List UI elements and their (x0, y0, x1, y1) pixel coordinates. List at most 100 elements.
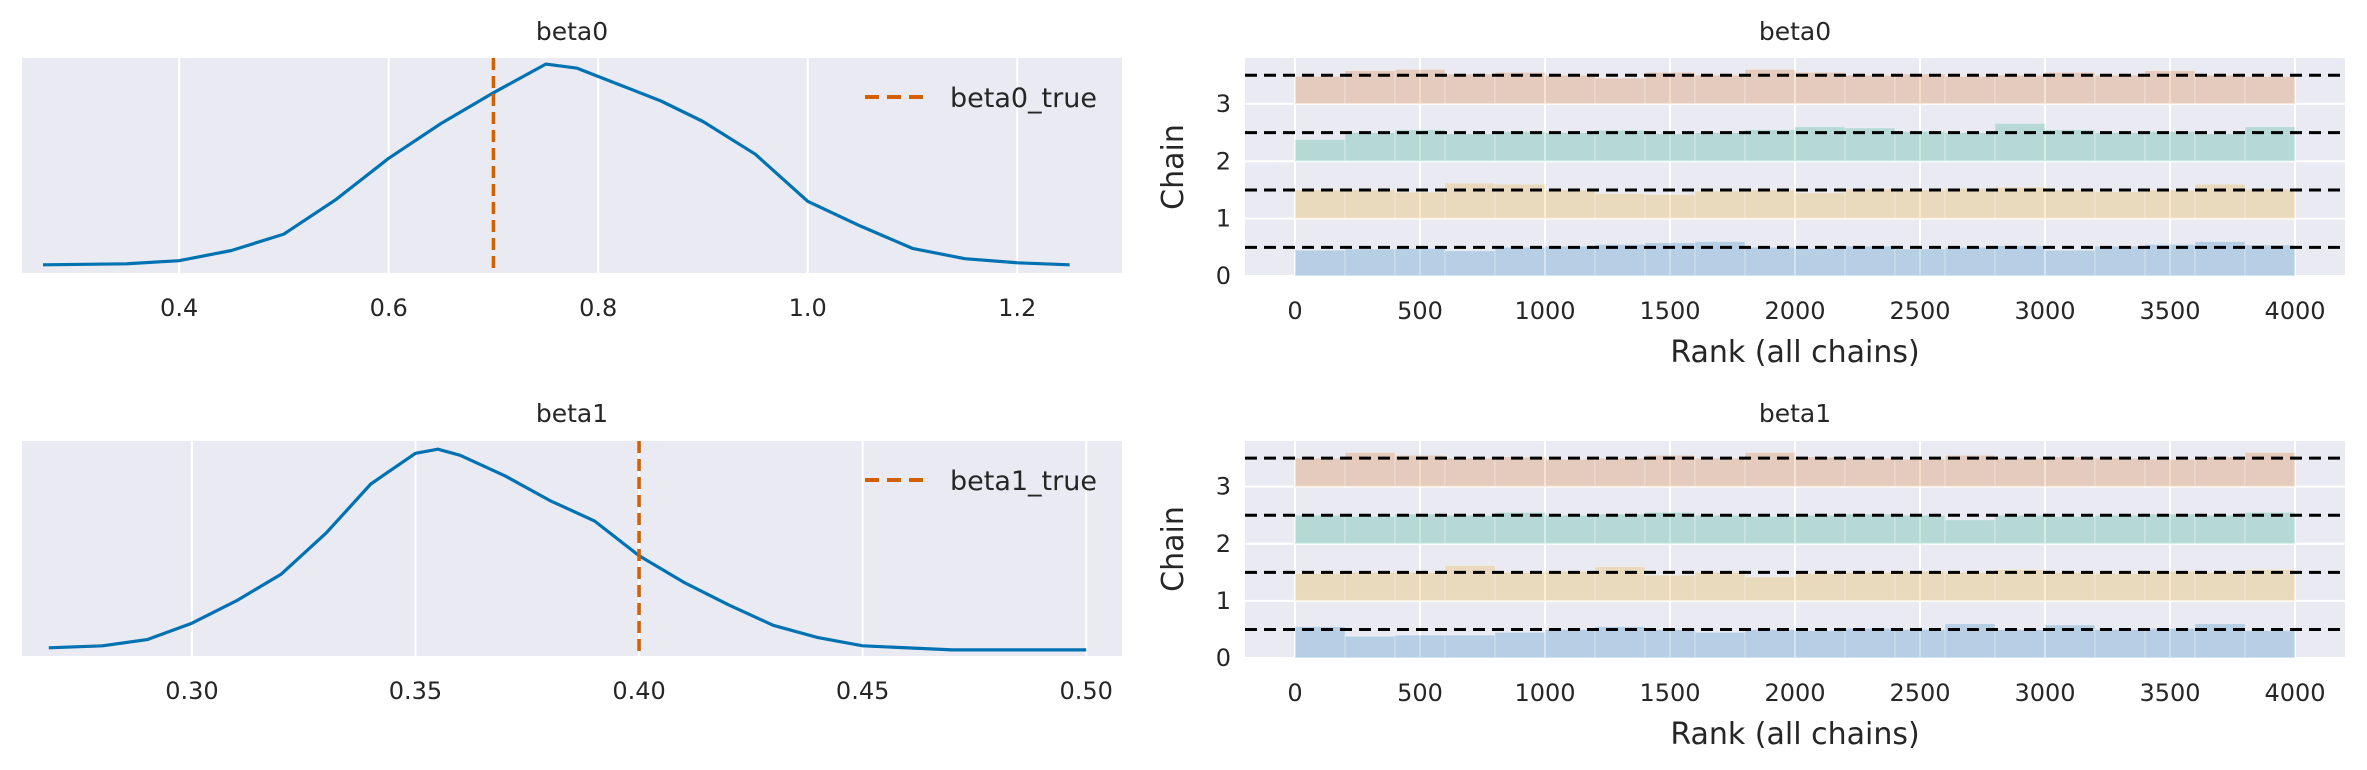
y-tick-label: 0 (1216, 644, 1231, 672)
rank-bar (1494, 246, 1546, 277)
rank-bar (1694, 631, 1746, 659)
x-tick-label: 0.35 (389, 677, 442, 705)
y-tick-label: 3 (1216, 473, 1231, 501)
x-tick-label: 2000 (1764, 297, 1825, 325)
rank-bar (1594, 513, 1646, 545)
x-tick-label: 1.2 (998, 294, 1036, 322)
rank-bar (1894, 73, 1946, 105)
rank-bar (1644, 71, 1696, 105)
rank-bar (1344, 571, 1396, 602)
rank-bar (1394, 513, 1446, 545)
rank-bar (1644, 194, 1696, 220)
rank-bar (2144, 244, 2196, 277)
rank-bar (1744, 189, 1796, 220)
rank-bar (1344, 248, 1396, 277)
rank-bar (2044, 456, 2096, 488)
y-ticks: 0 1 2 3 (1216, 473, 1231, 672)
x-tick-label: 1000 (1514, 297, 1575, 325)
x-tick-label: 500 (1397, 297, 1443, 325)
rank-bar (1794, 71, 1846, 105)
x-tick-label: 4000 (2264, 679, 2325, 707)
rank-bar (1894, 189, 1946, 220)
rank-bar (2044, 515, 2096, 545)
rank-bar (1644, 133, 1696, 162)
rank-bar (2244, 188, 2296, 220)
grid-lines (1245, 441, 2345, 659)
rank-bar (1344, 189, 1396, 220)
rank-bar (1544, 514, 1596, 545)
rank-bar (1494, 511, 1546, 545)
rank-bar (1794, 192, 1846, 220)
rank-bar (2144, 458, 2196, 488)
rank-bar (1444, 634, 1496, 659)
rank-bar (1494, 571, 1546, 602)
rank-bar (1694, 457, 1746, 488)
rank-bar (1594, 77, 1646, 105)
y-tick-label: 2 (1216, 147, 1231, 175)
rank-bar (1444, 133, 1496, 162)
rank-bar (1594, 566, 1646, 602)
rank-bar (2144, 570, 2196, 602)
x-tick-label: 0 (1287, 297, 1302, 325)
x-ticks: 0.30 0.35 0.40 0.45 0.50 (165, 677, 1113, 705)
x-axis-label: Rank (all chains) (1670, 717, 1919, 752)
x-ticks: 0 500 1000 1500 2000 2500 3000 3500 4000 (1287, 679, 2325, 707)
rank-bar (1994, 245, 2046, 277)
x-ticks: 0.4 0.6 0.8 1.0 1.2 (160, 294, 1036, 322)
grid-lines (190, 441, 1088, 656)
rank-bar (1944, 132, 1996, 162)
x-tick-label: 1500 (1639, 297, 1700, 325)
x-tick-label: 3000 (2014, 297, 2075, 325)
series-marks (42, 58, 1070, 273)
rank-bar (1944, 519, 1996, 545)
rank-bar (1544, 132, 1596, 162)
rank-bar (1744, 515, 1796, 545)
rank-bar (1844, 457, 1896, 488)
x-tick-label: 0.40 (612, 677, 665, 705)
rank-bar (1844, 571, 1896, 602)
rank-bar (1444, 514, 1496, 545)
rank-bar (2194, 514, 2246, 545)
series-marks (1245, 69, 2345, 277)
rank-bar (1394, 571, 1446, 602)
x-tick-label: 3500 (2139, 297, 2200, 325)
rank-bar (1644, 629, 1696, 659)
rank-bar (1294, 189, 1346, 220)
rank-bar (1444, 565, 1496, 602)
x-tick-label: 3500 (2139, 679, 2200, 707)
rank-bar (1944, 246, 1996, 277)
rank-bar (1294, 626, 1346, 659)
rank-bar (1394, 191, 1446, 220)
rank-bar (1844, 627, 1896, 659)
rank-bar (1894, 131, 1946, 162)
rank-bar (1394, 634, 1446, 659)
rank-bar (1494, 456, 1546, 488)
rank-bar (1444, 73, 1496, 105)
rank-bar (2194, 456, 2246, 488)
x-tick-label: 2000 (1764, 679, 1825, 707)
rank-bar (1294, 457, 1346, 488)
x-tick-label: 0.45 (836, 677, 889, 705)
rank-bar (1894, 514, 1946, 545)
series-marks (48, 441, 1087, 656)
rank-bar (1294, 514, 1346, 545)
rank-bar (1944, 75, 1996, 105)
rank-bar (1544, 74, 1596, 105)
legend: beta1_true (865, 466, 1097, 497)
rank-bar (1694, 571, 1746, 602)
rank-bar (1394, 129, 1446, 162)
rank-bar (1494, 631, 1546, 659)
rank-bar (1844, 188, 1896, 220)
y-axis-label: Chain (1156, 124, 1191, 210)
legend-label: beta1_true (950, 466, 1097, 497)
rank-bar (1994, 569, 2046, 602)
rank-bar (2194, 74, 2246, 105)
rank-bar (1544, 570, 1596, 602)
rank-bar (1944, 454, 1996, 488)
rank-bar (1694, 514, 1746, 545)
x-tick-label: 0.4 (160, 294, 198, 322)
plot-area (22, 58, 1122, 273)
rank-bar (1594, 626, 1646, 659)
rank-bar (1994, 123, 2046, 162)
rank-bar (2094, 74, 2146, 105)
